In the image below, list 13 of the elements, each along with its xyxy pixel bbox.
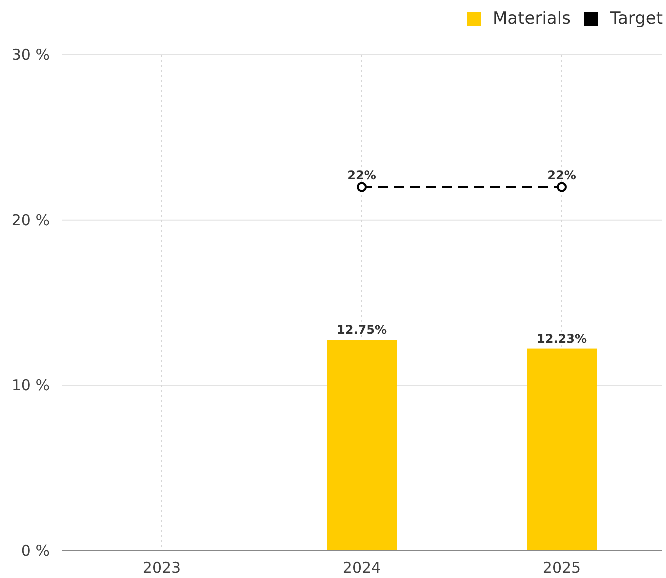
legend-label: Materials	[493, 9, 572, 29]
x-tick-label: 2025	[542, 559, 582, 577]
x-tick-label: 2023	[142, 559, 182, 577]
data-label: 22%	[348, 168, 376, 182]
data-label: 22%	[548, 168, 576, 182]
y-tick-label: 0 %	[21, 542, 50, 560]
y-tick-label: 20 %	[12, 211, 50, 230]
data-label: 12.23%	[537, 332, 587, 346]
y-tick-label: 10 %	[12, 376, 50, 395]
data-label: 12.75%	[337, 323, 387, 338]
legend-label: Target	[609, 9, 664, 29]
x-tick-label: 2024	[342, 559, 382, 577]
y-tick-label: 30 %	[12, 46, 50, 64]
